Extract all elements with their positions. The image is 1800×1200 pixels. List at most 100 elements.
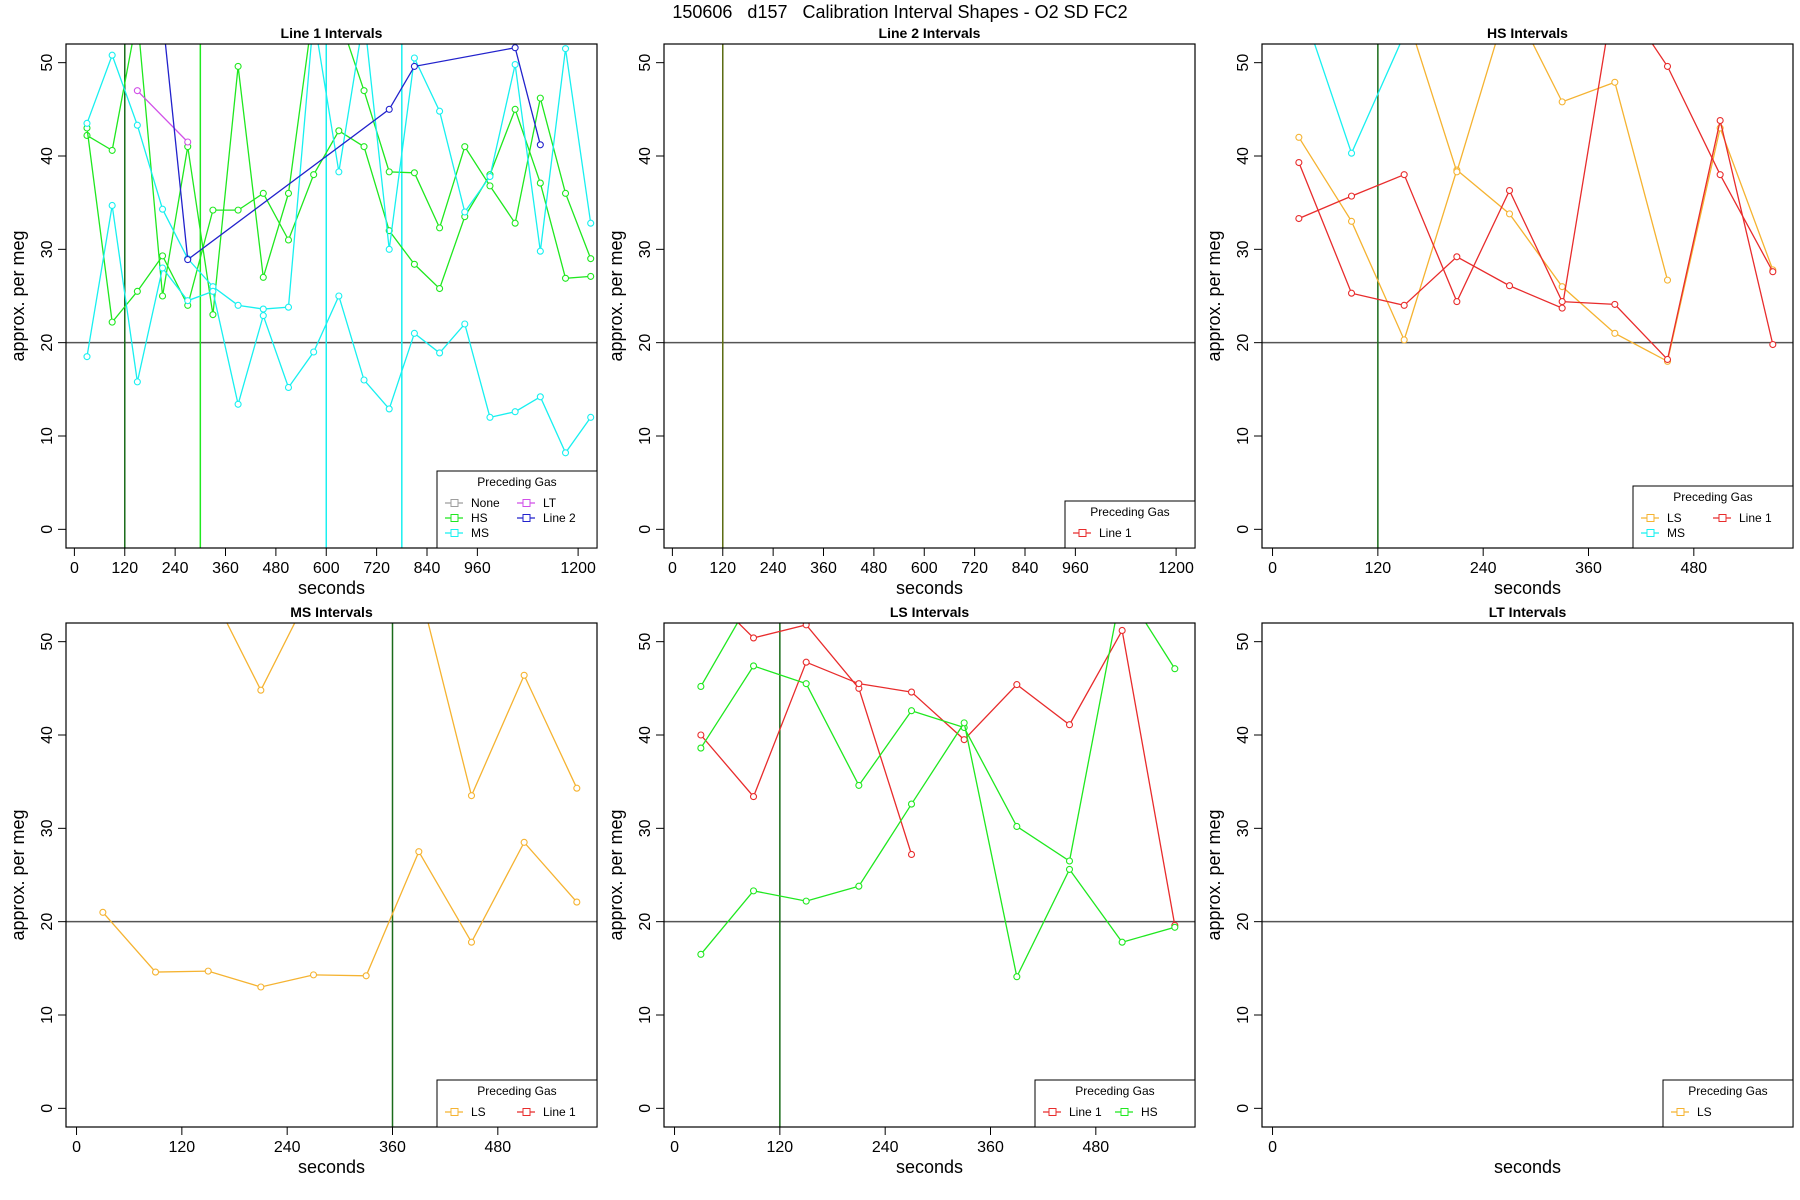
legend-item: LT (517, 496, 557, 510)
data-point (309, 971, 318, 979)
legend-label: LS (1667, 511, 1682, 525)
data-point (802, 680, 810, 688)
x-tick-label: 0 (1268, 1139, 1277, 1156)
legend-label: LT (543, 496, 557, 510)
x-tick-label: 840 (414, 560, 441, 577)
x-tick-label: 120 (111, 560, 138, 577)
y-tick-label: 50 (39, 633, 56, 651)
data-point (1769, 268, 1777, 276)
series-line (1298, 44, 1774, 310)
data-point (284, 236, 293, 244)
data-point (436, 284, 444, 293)
data-point (486, 172, 494, 181)
data-point (360, 87, 368, 95)
y-tick-label: 20 (1235, 334, 1252, 352)
x-tick-label: 360 (810, 560, 837, 577)
data-point (1065, 857, 1074, 865)
data-point (415, 848, 423, 856)
data-point (234, 301, 242, 309)
plot-area (1262, 4, 1793, 548)
plot-area (664, 44, 1195, 548)
data-point (209, 287, 217, 295)
data-point (436, 107, 444, 115)
legend: Preceding Gas LS (1662, 1079, 1794, 1128)
data-point (749, 662, 758, 670)
figure-title: 150606 d157 Calibration Interval Shapes … (672, 2, 1128, 22)
series-line (1415, 44, 1669, 281)
legend-swatch-marker (522, 499, 531, 507)
legend-item: Line 1 (517, 1105, 576, 1119)
data-point (461, 208, 469, 216)
chart-panel-5: LS Intervals 0 10 20 30 40 50 0 120 240 360 480 seco… (606, 583, 1196, 1177)
data-point (587, 413, 595, 421)
legend-box (436, 1079, 598, 1128)
chart-title: LS Intervals (890, 604, 970, 620)
legend: Preceding Gas Line 1 (1064, 500, 1196, 549)
data-point (511, 44, 519, 52)
legend: Preceding Gas LS Line 1 (436, 1079, 598, 1128)
data-point (83, 353, 91, 361)
legend-swatch-marker (1646, 529, 1655, 537)
data-point (1400, 301, 1408, 309)
data-point (209, 311, 217, 319)
legend-swatch-marker (450, 514, 459, 522)
x-tick-label: 840 (1012, 560, 1039, 577)
y-tick-label: 20 (1235, 913, 1252, 931)
x-tick-label: 480 (861, 560, 888, 577)
series-line (1298, 120, 1774, 361)
plot-area (66, 623, 597, 1127)
data-point (360, 376, 368, 384)
legend-label: MS (471, 526, 489, 540)
data-point (855, 680, 863, 688)
data-point (907, 850, 916, 859)
data-point (1453, 298, 1461, 306)
data-point (1400, 171, 1408, 179)
data-point (1013, 973, 1021, 981)
chart-panel-6: LT Intervals 0 10 20 30 40 50 0 seconds approx. p… (1204, 604, 1794, 1177)
data-point (698, 583, 704, 589)
chart-title: HS Intervals (1487, 25, 1568, 41)
legend-swatch-marker (450, 1108, 459, 1116)
data-point (511, 408, 519, 416)
data-point (573, 784, 581, 792)
series-line (102, 841, 578, 988)
y-tick-label: 40 (39, 147, 56, 165)
x-tick-label: 480 (1680, 560, 1707, 577)
plot-area (1262, 920, 1793, 1127)
data-point (1171, 665, 1179, 673)
data-point (83, 131, 91, 140)
data-point (536, 393, 544, 401)
data-point (234, 400, 242, 408)
data-point (360, 143, 368, 151)
data-point (362, 972, 370, 980)
data-point (99, 908, 107, 916)
data-point (158, 292, 167, 300)
plot-frame (1261, 622, 1794, 1128)
data-point (1347, 289, 1356, 297)
legend-title: Preceding Gas (1075, 1084, 1154, 1098)
x-axis-label: seconds (896, 1157, 963, 1177)
legend-item: None (445, 496, 500, 510)
data-point (749, 793, 758, 801)
x-axis-label: seconds (1494, 1157, 1561, 1177)
y-axis-label: approx. per meg (1204, 230, 1224, 361)
data-point (802, 658, 810, 666)
data-point (1401, 4, 1407, 10)
legend-title: Preceding Gas (477, 475, 556, 489)
data-point (284, 383, 293, 392)
y-tick-label: 0 (1235, 525, 1252, 534)
x-tick-label: 0 (70, 560, 79, 577)
data-point (209, 206, 217, 214)
plot-frame (65, 622, 598, 1128)
legend-label: None (471, 496, 500, 510)
x-tick-label: 120 (767, 1139, 794, 1156)
data-point (751, 592, 757, 598)
x-tick-label: 360 (212, 560, 239, 577)
data-point (160, 13, 166, 19)
data-point (410, 260, 418, 268)
legend-item: LS (1671, 1105, 1712, 1119)
data-point (204, 967, 212, 975)
series-line (164, 44, 541, 261)
x-tick-label: 480 (263, 560, 290, 577)
data-point (1663, 355, 1672, 364)
